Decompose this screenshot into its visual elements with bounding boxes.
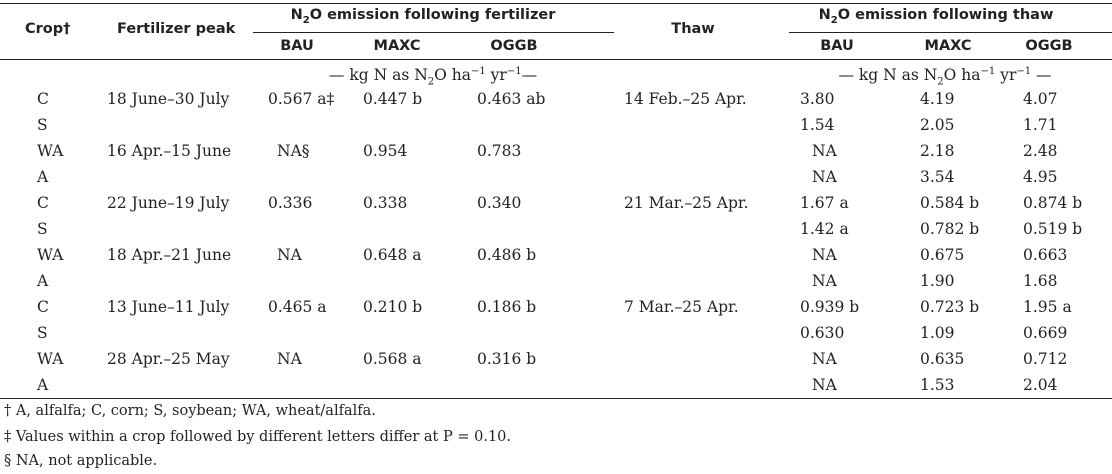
cell-thaw-maxc: 2.18 xyxy=(920,142,955,160)
header-thaw-group: N2O emission following thaw xyxy=(818,7,1054,26)
cell-thaw: 14 Feb.–25 Apr. xyxy=(624,90,747,108)
cell-crop: WA xyxy=(37,350,64,368)
cell-fert-maxc: 0.447 b xyxy=(363,90,423,108)
cell-fert-bau: 0.336 xyxy=(268,194,313,212)
cell-thaw-maxc: 1.90 xyxy=(920,272,955,290)
cell-fert-maxc: 0.648 a xyxy=(363,246,422,264)
cell-crop: S xyxy=(37,324,48,342)
cell-fert-maxc: 0.954 xyxy=(363,142,408,160)
cell-fert-oggb: 0.486 b xyxy=(477,246,537,264)
cell-thaw-bau: 0.630 xyxy=(800,324,845,342)
cell-thaw-bau: 1.42 a xyxy=(800,220,849,238)
cell-thaw-oggb: 0.712 xyxy=(1023,350,1068,368)
cell-fertilizer-peak: 18 Apr.–21 June xyxy=(107,246,232,264)
header-thaw-oggb: OGGB xyxy=(1025,38,1073,54)
thaw-group-rule xyxy=(789,32,1112,33)
header-thaw-maxc: MAXC xyxy=(924,38,972,54)
cell-thaw-bau: 3.80 xyxy=(800,90,835,108)
cell-crop: C xyxy=(37,298,49,316)
cell-thaw-oggb: 0.663 xyxy=(1023,246,1068,264)
cell-fertilizer-peak: 18 June–30 July xyxy=(107,90,230,108)
cell-thaw-bau: NA xyxy=(812,350,837,368)
cell-thaw-bau: NA xyxy=(812,168,837,186)
cell-crop: S xyxy=(37,220,48,238)
cell-thaw-bau: 0.939 b xyxy=(800,298,860,316)
cell-thaw-maxc: 0.675 xyxy=(920,246,965,264)
cell-fert-oggb: 0.463 ab xyxy=(477,90,546,108)
cell-fert-bau: NA xyxy=(277,246,302,264)
cell-thaw-bau: NA xyxy=(812,246,837,264)
fert-group-rule xyxy=(253,32,614,33)
cell-fertilizer-peak: 16 Apr.–15 June xyxy=(107,142,232,160)
cell-thaw-bau: 1.67 a xyxy=(800,194,849,212)
cell-fertilizer-peak: 22 June–19 July xyxy=(107,194,230,212)
header-thaw-bau: BAU xyxy=(820,38,854,54)
cell-thaw-maxc: 1.09 xyxy=(920,324,955,342)
header-fert-bau: BAU xyxy=(280,38,314,54)
cell-crop: WA xyxy=(37,142,64,160)
top-rule xyxy=(0,3,1112,4)
cell-crop: C xyxy=(37,90,49,108)
cell-thaw-maxc: 0.723 b xyxy=(920,298,980,316)
cell-fert-maxc: 0.568 a xyxy=(363,350,422,368)
cell-fertilizer-peak: 28 Apr.–25 May xyxy=(107,350,230,368)
cell-fert-maxc: 0.338 xyxy=(363,194,408,212)
header-thaw: Thaw xyxy=(671,21,715,37)
cell-thaw-oggb: 2.04 xyxy=(1023,376,1058,394)
cell-crop: A xyxy=(37,168,49,186)
cell-thaw-maxc: 0.782 b xyxy=(920,220,980,238)
footnote-crop-key: † A, alfalfa; C, corn; S, soybean; WA, w… xyxy=(4,403,376,419)
cell-fert-bau: NA§ xyxy=(277,142,310,160)
cell-fert-bau: NA xyxy=(277,350,302,368)
cell-thaw-bau: 1.54 xyxy=(800,116,835,134)
cell-thaw: 7 Mar.–25 Apr. xyxy=(624,298,739,316)
cell-thaw-oggb: 4.07 xyxy=(1023,90,1058,108)
header-fert-oggb: OGGB xyxy=(490,38,538,54)
cell-thaw-bau: NA xyxy=(812,142,837,160)
units-thaw: — kg N as N2O ha−1 yr−1 — xyxy=(838,66,1052,88)
bottom-rule xyxy=(0,398,1112,399)
header-crop: Crop† xyxy=(25,21,71,37)
cell-crop: A xyxy=(37,376,49,394)
footnote-significance: ‡ Values within a crop followed by diffe… xyxy=(4,429,512,445)
cell-crop: C xyxy=(37,194,49,212)
cell-crop: A xyxy=(37,272,49,290)
cell-crop: WA xyxy=(37,246,64,264)
cell-thaw-maxc: 2.05 xyxy=(920,116,955,134)
cell-thaw-bau: NA xyxy=(812,272,837,290)
cell-fert-oggb: 0.783 xyxy=(477,142,522,160)
header-fertilizer-group: N2O emission following fertilizer xyxy=(290,7,556,26)
cell-thaw-maxc: 4.19 xyxy=(920,90,955,108)
cell-thaw-oggb: 1.95 a xyxy=(1023,298,1072,316)
cell-fert-bau: 0.567 a‡ xyxy=(268,90,335,108)
cell-fertilizer-peak: 13 June–11 July xyxy=(107,298,230,316)
header-fert-maxc: MAXC xyxy=(373,38,421,54)
cell-thaw-maxc: 0.584 b xyxy=(920,194,980,212)
cell-fert-oggb: 0.340 xyxy=(477,194,522,212)
cell-thaw-bau: NA xyxy=(812,376,837,394)
cell-fert-maxc: 0.210 b xyxy=(363,298,423,316)
cell-thaw-oggb: 0.519 b xyxy=(1023,220,1083,238)
cell-thaw-oggb: 0.874 b xyxy=(1023,194,1083,212)
units-fertilizer: — kg N as N2O ha−1 yr−1— xyxy=(328,66,538,88)
cell-crop: S xyxy=(37,116,48,134)
cell-thaw-maxc: 0.635 xyxy=(920,350,965,368)
header-fertilizer-peak: Fertilizer peak xyxy=(117,21,236,37)
cell-thaw-oggb: 4.95 xyxy=(1023,168,1058,186)
cell-fert-oggb: 0.316 b xyxy=(477,350,537,368)
cell-thaw-maxc: 3.54 xyxy=(920,168,955,186)
footnote-not-applicable: § NA, not applicable. xyxy=(4,453,158,469)
cell-thaw-oggb: 1.71 xyxy=(1023,116,1058,134)
cell-thaw-oggb: 0.669 xyxy=(1023,324,1068,342)
cell-thaw-oggb: 2.48 xyxy=(1023,142,1058,160)
cell-fert-oggb: 0.186 b xyxy=(477,298,537,316)
cell-thaw-maxc: 1.53 xyxy=(920,376,955,394)
cell-fert-bau: 0.465 a xyxy=(268,298,327,316)
cell-thaw: 21 Mar.–25 Apr. xyxy=(624,194,749,212)
cell-thaw-oggb: 1.68 xyxy=(1023,272,1058,290)
header-rule xyxy=(0,59,1112,60)
